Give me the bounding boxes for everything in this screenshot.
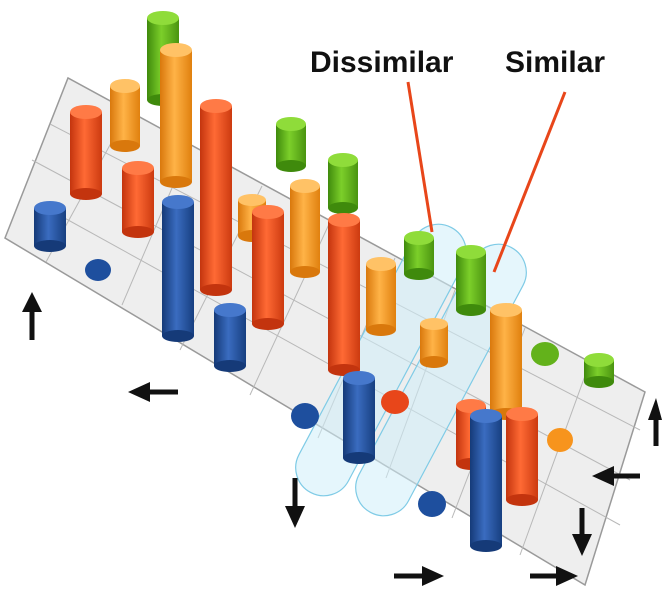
flat-disc-blue xyxy=(291,403,319,429)
similar-callout-line xyxy=(492,91,567,273)
cylinder-red xyxy=(506,407,538,506)
arrow-up-icon xyxy=(22,292,42,340)
flat-disc-red xyxy=(381,390,409,414)
cylinder-blue xyxy=(470,409,502,552)
arrow-left-icon xyxy=(592,466,640,486)
arrow-right-icon xyxy=(394,566,444,586)
cylinder-blue xyxy=(162,195,194,342)
flat-disc-green xyxy=(531,342,559,366)
cylinder-orange xyxy=(160,43,192,188)
cylinder-blue xyxy=(34,201,66,252)
similar-label: Similar xyxy=(505,46,605,79)
cylinder-red xyxy=(252,205,284,330)
flat-disc-blue xyxy=(85,259,111,281)
arrow-up-icon xyxy=(648,398,662,446)
cylinder-blue xyxy=(343,371,375,464)
arrow-down-icon xyxy=(572,508,592,556)
cylinder-red xyxy=(200,99,232,296)
arrow-down-icon xyxy=(285,478,305,528)
callouts xyxy=(406,81,567,273)
dissimilar-callout-line xyxy=(406,81,434,233)
flat-disc-blue xyxy=(418,491,446,517)
cylinder-orange xyxy=(290,179,320,278)
direction-arrows xyxy=(22,292,662,586)
cylinder-orange xyxy=(490,303,522,420)
arrow-right-icon xyxy=(530,566,578,586)
cylinder-green xyxy=(276,117,306,172)
cylinder-orange xyxy=(366,257,396,336)
cylinder-blue xyxy=(214,303,246,372)
dissimilar-label: Dissimilar xyxy=(310,46,454,79)
cylinder-green xyxy=(404,231,434,280)
cylinder-orange xyxy=(420,318,448,368)
cylinder-green xyxy=(328,153,358,214)
cylinder-orange xyxy=(110,79,140,152)
flat-disc-orange xyxy=(547,428,573,452)
cylinder-green xyxy=(584,353,614,388)
cylinder-red xyxy=(122,161,154,238)
cylinder-red xyxy=(328,213,360,376)
arrow-left-icon xyxy=(128,382,178,402)
cylinder-green xyxy=(456,245,486,316)
cylinder-red xyxy=(70,105,102,200)
cylinders xyxy=(34,11,614,552)
